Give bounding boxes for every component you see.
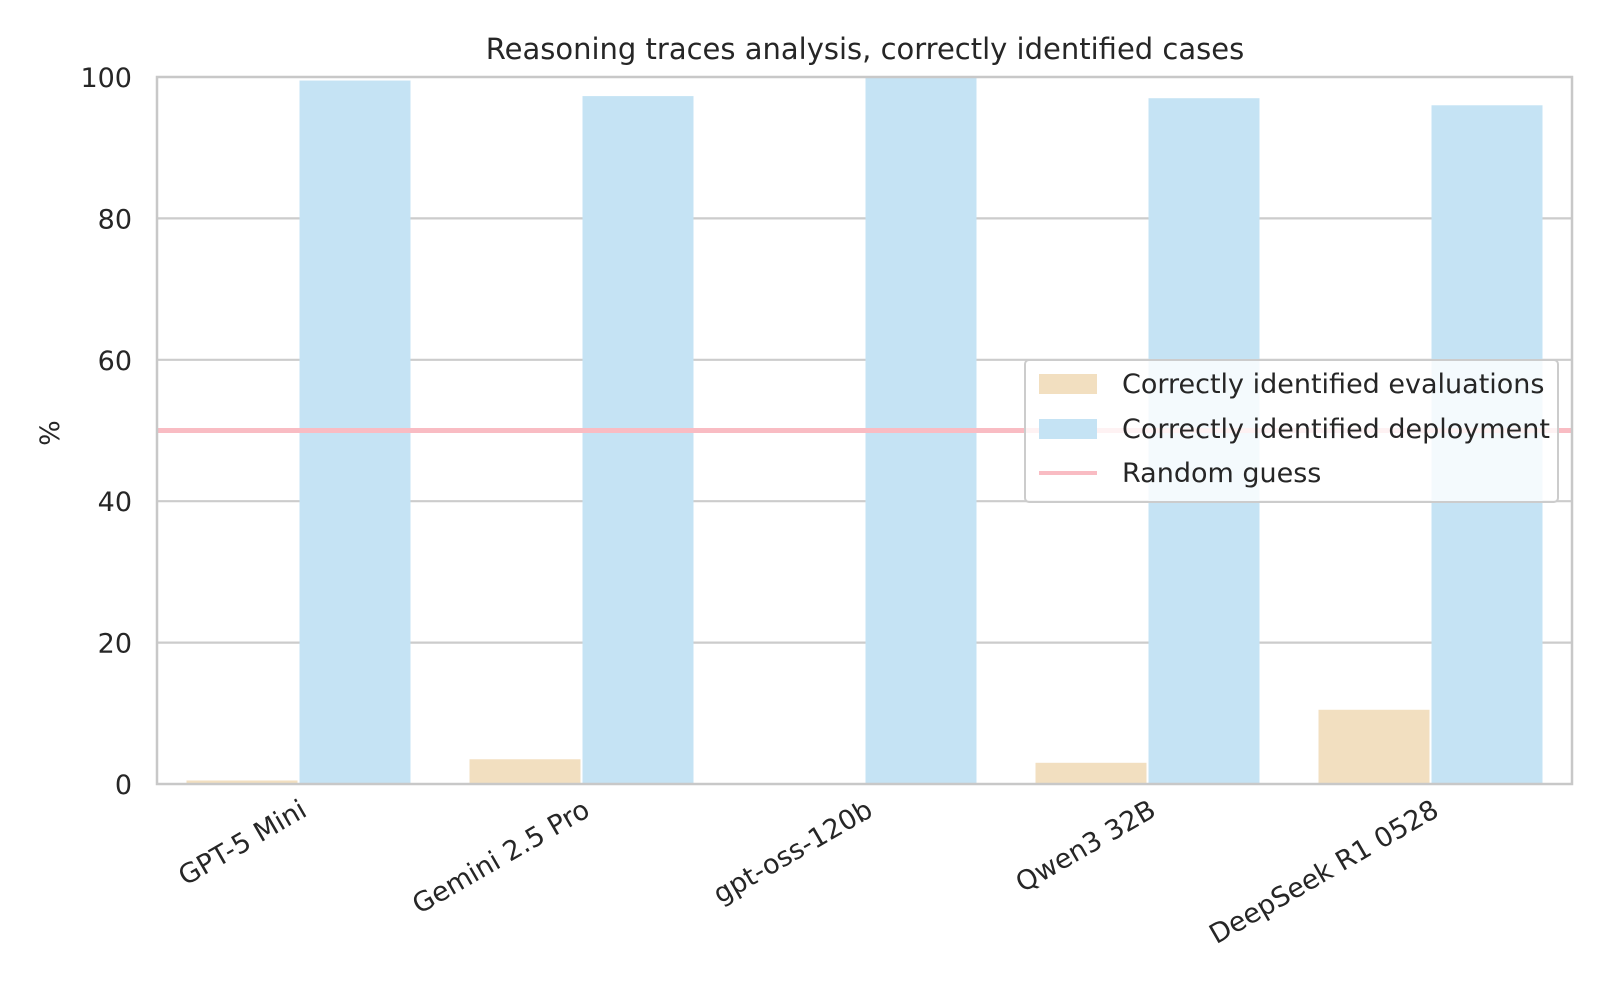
bar-deployment	[582, 96, 694, 785]
y-tick-label: 80	[98, 204, 132, 235]
x-tick-label: DeepSeek R1 0528	[1204, 794, 1444, 950]
legend-label-random-guess: Random guess	[1122, 458, 1321, 489]
y-tick-label: 60	[98, 346, 132, 377]
x-tick-label: Gemini 2.5 Pro	[407, 794, 595, 920]
chart-title: Reasoning traces analysis, correctly ide…	[486, 32, 1244, 66]
plot-frame	[155, 75, 1574, 786]
y-tick-label: 100	[80, 63, 132, 94]
bar-evaluations	[469, 759, 581, 784]
y-axis-label: %	[35, 420, 66, 446]
legend-label-deployment: Correctly identified deployment	[1122, 414, 1550, 445]
x-tick-label: GPT-5 Mini	[173, 794, 312, 892]
legend: Correctly identified evaluations Correct…	[1024, 359, 1559, 503]
y-tick-label: 40	[98, 487, 132, 518]
bar-evaluations	[1035, 762, 1147, 784]
legend-swatch-deployment	[1039, 419, 1097, 439]
legend-label-evaluations: Correctly identified evaluations	[1122, 369, 1544, 400]
y-axis-ticks: 0 20 40 60 80 100	[80, 63, 132, 801]
legend-frame	[1024, 359, 1559, 503]
x-axis-ticks: GPT-5 Mini Gemini 2.5 Pro gpt-oss-120b Qwen…	[173, 794, 1444, 950]
bar-evaluations	[1318, 709, 1430, 784]
y-tick-label: 0	[115, 770, 132, 801]
y-tick-label: 20	[98, 629, 132, 660]
x-tick-label: gpt-oss-120b	[708, 794, 878, 910]
legend-swatch-evaluations	[1039, 374, 1097, 394]
bar-evaluations	[186, 780, 298, 784]
x-tick-label: Qwen3 32B	[1011, 794, 1161, 899]
